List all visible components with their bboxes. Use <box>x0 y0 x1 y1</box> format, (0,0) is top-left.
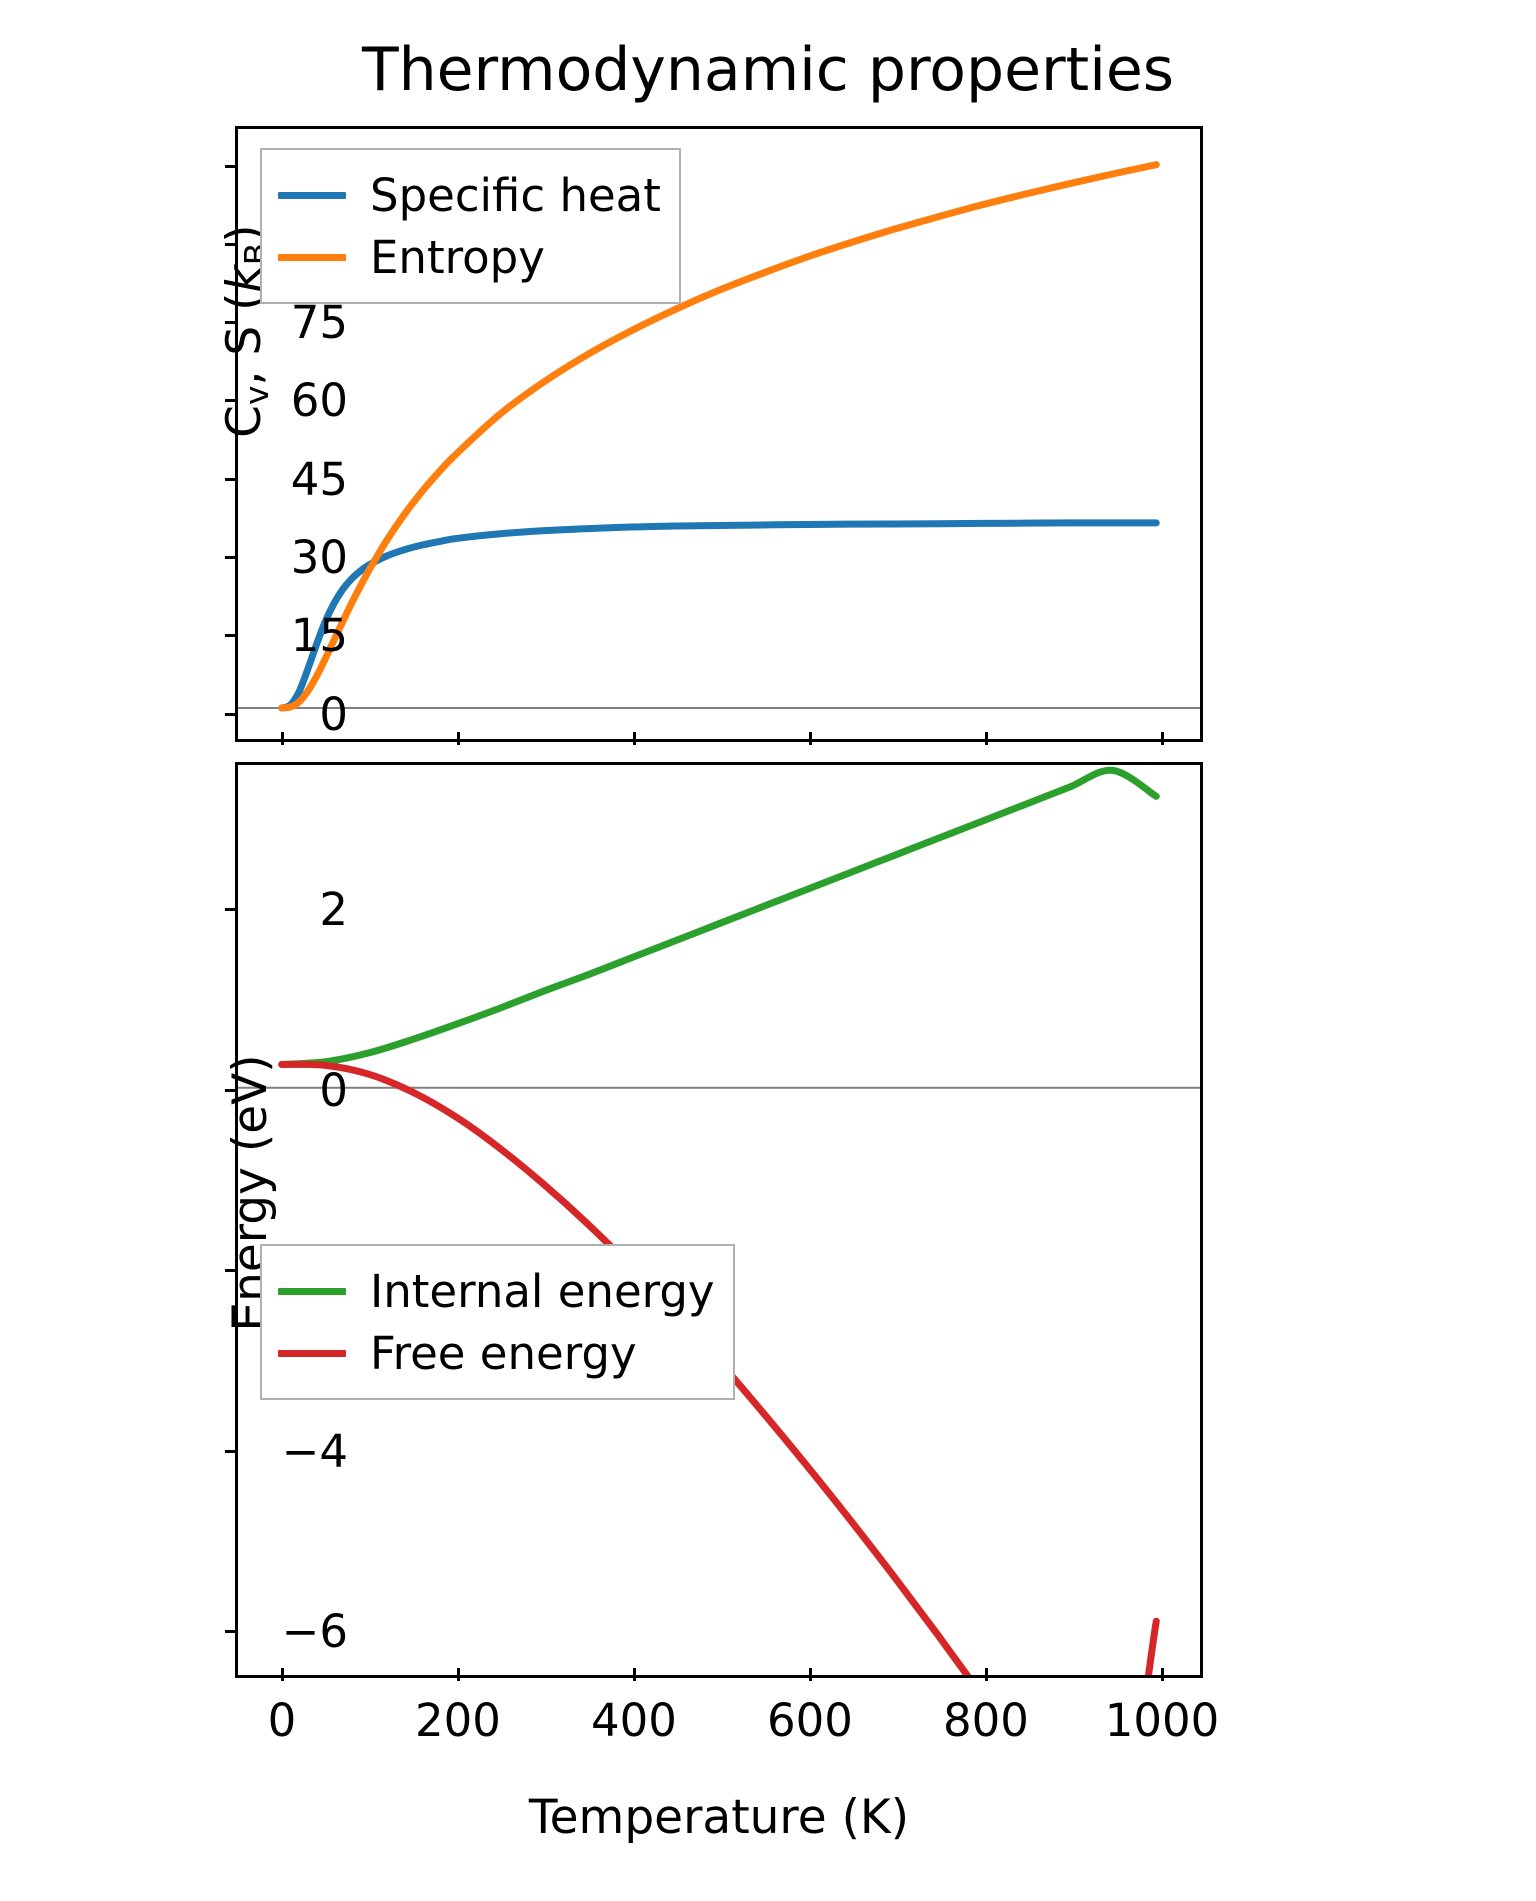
x-tick-mark <box>281 732 284 745</box>
legend-swatch-internal-energy <box>278 1287 346 1295</box>
x-tick-label: 1000 <box>1104 1694 1220 1747</box>
axes-specific-heat-entropy: 0153045607590105 Cv, S (kB) Specific hea… <box>217 126 1203 745</box>
series-line-internal-energy <box>282 770 1157 1064</box>
x-tick-mark <box>985 1668 988 1681</box>
y-tick-label: 60 <box>290 374 348 428</box>
x-tick: 200 <box>358 1695 558 1747</box>
x-tick-label: 200 <box>415 1694 501 1747</box>
series-line-entropy <box>282 165 1157 708</box>
y-tick-label: 0 <box>319 687 348 741</box>
x-tick: 600 <box>710 1695 910 1747</box>
series-line-free-energy <box>282 1064 1157 1675</box>
y-tick-mark <box>225 1088 238 1092</box>
x-tick-mark <box>281 1668 284 1681</box>
x-tick-mark <box>1161 1668 1164 1681</box>
y-tick-mark <box>225 1630 238 1634</box>
plot-area-top <box>238 129 1200 739</box>
x-tick-label: 0 <box>267 1694 297 1747</box>
plot-area-bottom <box>238 765 1200 1675</box>
x-tick-label: 600 <box>767 1694 853 1747</box>
y-tick-mark <box>225 399 238 403</box>
y-tick-mark <box>225 712 238 716</box>
y-tick-label: 30 <box>290 531 348 585</box>
x-tick-mark <box>809 732 812 745</box>
legend-item-internal-energy[interactable]: Internal energy <box>278 1260 715 1322</box>
x-tick-mark <box>633 732 636 745</box>
legend-item-entropy[interactable]: Entropy <box>278 226 661 288</box>
legend-label-entropy: Entropy <box>370 230 545 284</box>
legend-top: Specific heat Entropy <box>260 148 681 304</box>
y-tick-mark <box>225 164 238 168</box>
y-tick-label: 75 <box>290 296 348 350</box>
x-tick-mark <box>633 1668 636 1681</box>
y-tick-mark <box>225 1269 238 1273</box>
x-axis-label: Temperature (K) <box>528 1790 910 1845</box>
x-tick: 400 <box>534 1695 734 1747</box>
y-tick-label: −6 <box>281 1605 348 1659</box>
y-tick-mark <box>225 477 238 481</box>
x-tick-label: 400 <box>591 1694 677 1747</box>
series-line-specific-heat <box>282 523 1157 708</box>
x-tick: 800 <box>886 1695 1086 1747</box>
legend-swatch-specific-heat <box>278 191 346 199</box>
x-tick-mark <box>457 732 460 745</box>
x-tick-mark <box>985 732 988 745</box>
y-tick-label: 0 <box>319 1063 348 1117</box>
legend-swatch-free-energy <box>278 1349 346 1357</box>
legend-swatch-entropy <box>278 253 346 261</box>
x-tick-label: 800 <box>943 1694 1029 1747</box>
x-tick-mark <box>457 1668 460 1681</box>
y-tick-label: 15 <box>290 609 348 663</box>
y-tick-mark <box>225 321 238 325</box>
page-title: Thermodynamic properties <box>361 35 1175 105</box>
legend-label-specific-heat: Specific heat <box>370 168 661 222</box>
y-tick-mark <box>225 242 238 246</box>
x-tick-mark <box>1161 732 1164 745</box>
y-tick-mark <box>225 908 238 912</box>
y-tick-mark <box>225 634 238 638</box>
y-tick-label: 45 <box>290 452 348 506</box>
legend-bottom: Internal energy Free energy <box>260 1244 735 1400</box>
legend-item-free-energy[interactable]: Free energy <box>278 1322 715 1384</box>
x-tick: 1000 <box>1062 1695 1262 1747</box>
y-tick-label: 2 <box>319 883 348 937</box>
y-tick-mark <box>225 1449 238 1453</box>
y-tick-mark <box>225 556 238 560</box>
legend-item-specific-heat[interactable]: Specific heat <box>278 164 661 226</box>
legend-label-free-energy: Free energy <box>370 1326 637 1380</box>
legend-label-internal-energy: Internal energy <box>370 1264 715 1318</box>
x-tick: 0 <box>182 1695 382 1747</box>
x-tick-mark <box>809 1668 812 1681</box>
y-tick-label: −4 <box>281 1424 348 1478</box>
